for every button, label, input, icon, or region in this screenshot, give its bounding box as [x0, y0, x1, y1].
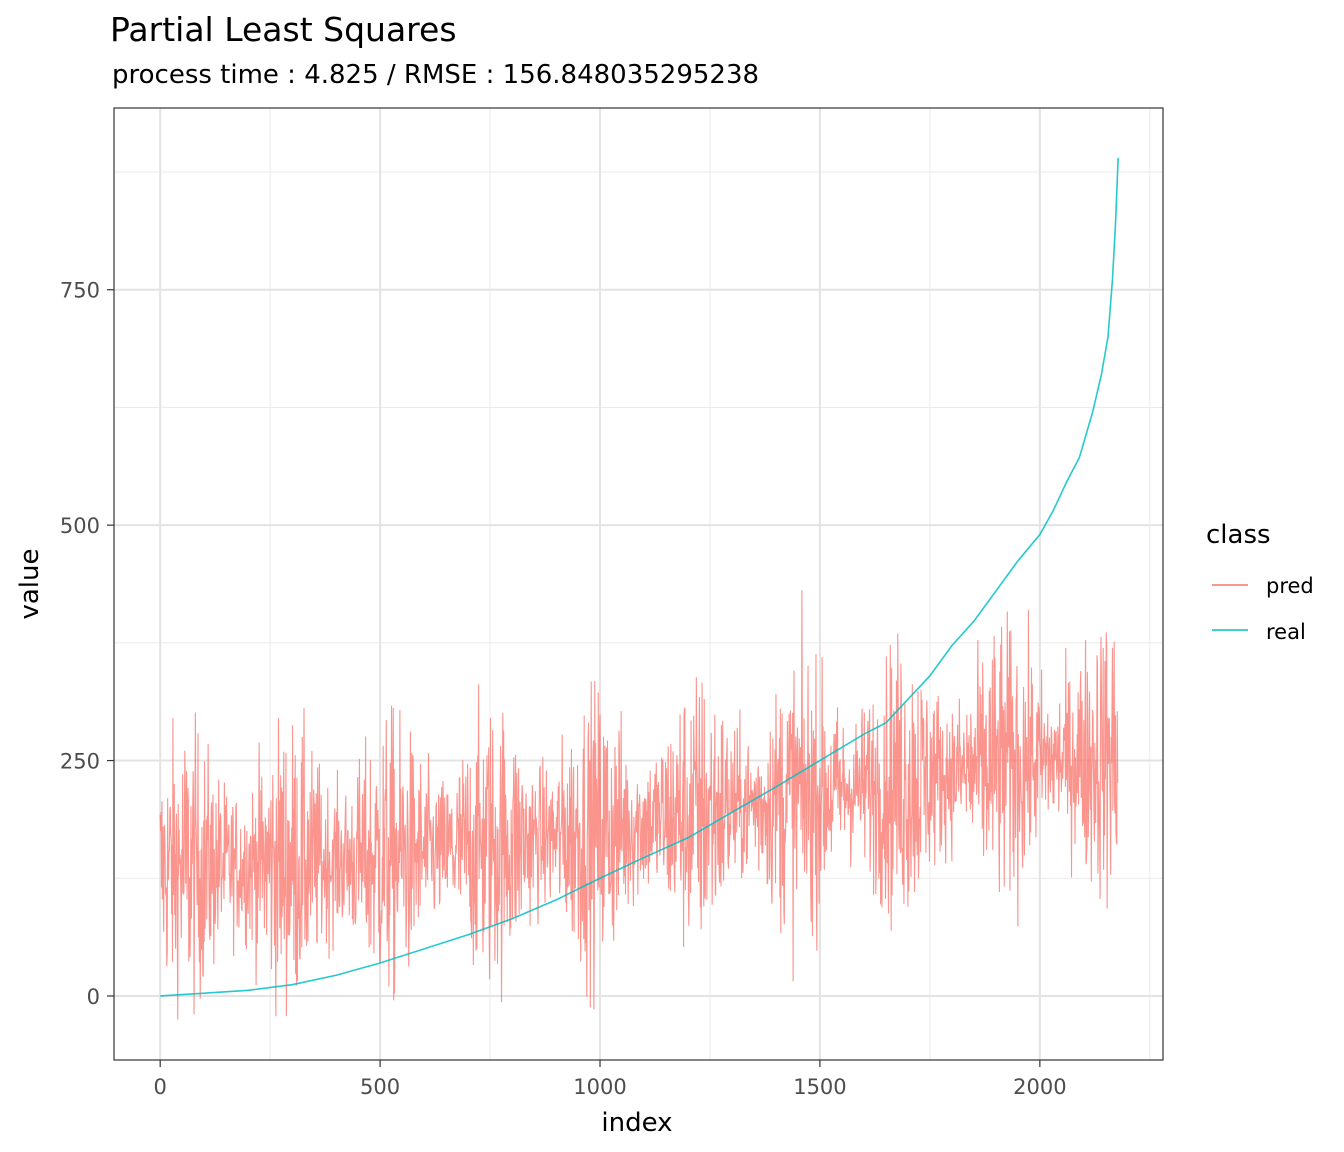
x-tick-label: 500 [360, 1075, 400, 1099]
series-real [160, 157, 1119, 997]
legend-label-pred: pred [1266, 574, 1314, 598]
series-pred [159, 590, 1119, 1020]
y-tick-label: 0 [87, 985, 100, 1009]
x-tick-label: 1500 [793, 1075, 846, 1099]
panel-border [113, 107, 1164, 1061]
y-tick-label: 750 [60, 279, 100, 303]
major-gridlines [114, 108, 1163, 1060]
y-axis-ticks: 0 250 500 750 [60, 279, 114, 1009]
x-tick-label: 2000 [1013, 1075, 1066, 1099]
legend-label-real: real [1266, 620, 1306, 644]
x-axis-title: index [601, 1108, 672, 1138]
chart-subtitle: process time : 4.825 / RMSE : 156.848035… [112, 60, 760, 90]
x-tick-label: 0 [153, 1075, 166, 1099]
legend: class pred real [1206, 520, 1314, 644]
x-tick-label: 1000 [573, 1075, 626, 1099]
y-tick-label: 500 [60, 514, 100, 538]
y-tick-label: 250 [60, 750, 100, 774]
legend-title: class [1206, 520, 1271, 550]
y-axis-title: value [15, 548, 45, 619]
x-axis-ticks: 0 500 1000 1500 2000 [153, 1060, 1067, 1099]
chart-title: Partial Least Squares [110, 10, 457, 49]
series-line-real [160, 157, 1119, 997]
series-line-pred [159, 590, 1119, 1020]
